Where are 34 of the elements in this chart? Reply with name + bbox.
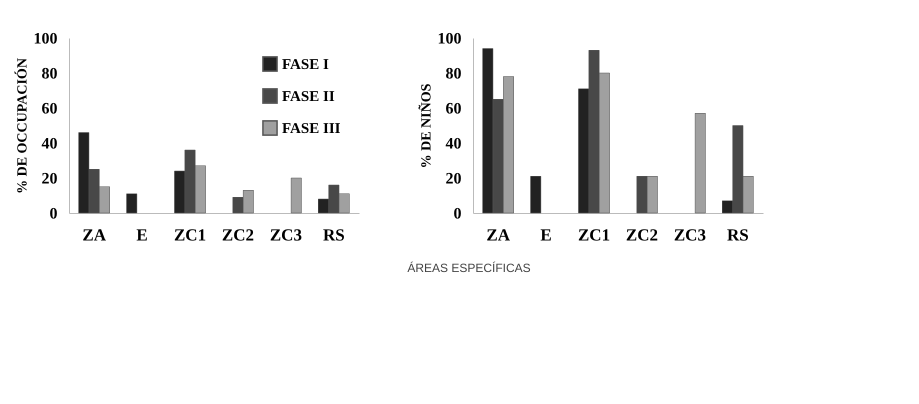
y-axis-title: % DE OCCUPACIÓN bbox=[14, 58, 30, 194]
legend-label: FASE II bbox=[282, 89, 335, 105]
x-tick-label: ZC1 bbox=[174, 226, 206, 244]
y-tick-label: 0 bbox=[454, 206, 462, 222]
bar bbox=[290, 178, 302, 214]
legend-label: FASE III bbox=[282, 121, 341, 137]
x-tick-label: ZC2 bbox=[626, 226, 658, 244]
y-tick-label: 20 bbox=[446, 170, 462, 188]
bar bbox=[530, 176, 542, 214]
x-tick-label: ZC3 bbox=[674, 226, 706, 244]
text: ÁREAS ESPECÍFICAS bbox=[407, 261, 531, 275]
y-tick-label: 100 bbox=[438, 30, 462, 48]
x-tick-label: RS bbox=[322, 226, 345, 244]
x-tick-label: ZA bbox=[82, 226, 107, 244]
y-axis-title: % DE NIÑOS bbox=[418, 83, 434, 168]
x-tick-label: RS bbox=[726, 226, 749, 244]
y-tick-label: 100 bbox=[34, 30, 58, 48]
y-tick-label: 80 bbox=[446, 66, 462, 82]
y-tick-label: 80 bbox=[42, 66, 58, 82]
y-tick-label: 20 bbox=[42, 170, 58, 188]
y-tick-label: 40 bbox=[446, 136, 462, 152]
x-tick-label: ZC3 bbox=[270, 226, 302, 244]
y-tick-label: 60 bbox=[42, 100, 58, 118]
y-tick-label: 40 bbox=[42, 136, 58, 152]
legend-label: FASE I bbox=[282, 57, 329, 73]
x-tick-label: ZC1 bbox=[578, 226, 610, 244]
bar bbox=[126, 194, 138, 214]
y-tick-label: 0 bbox=[50, 206, 58, 222]
y-tick-label: 60 bbox=[446, 100, 462, 118]
x-tick-label: E bbox=[136, 226, 148, 244]
bar bbox=[694, 113, 706, 214]
x-tick-label: ZC2 bbox=[222, 226, 254, 244]
x-tick-label: ZA bbox=[486, 226, 511, 244]
x-tick-label: E bbox=[540, 226, 552, 244]
